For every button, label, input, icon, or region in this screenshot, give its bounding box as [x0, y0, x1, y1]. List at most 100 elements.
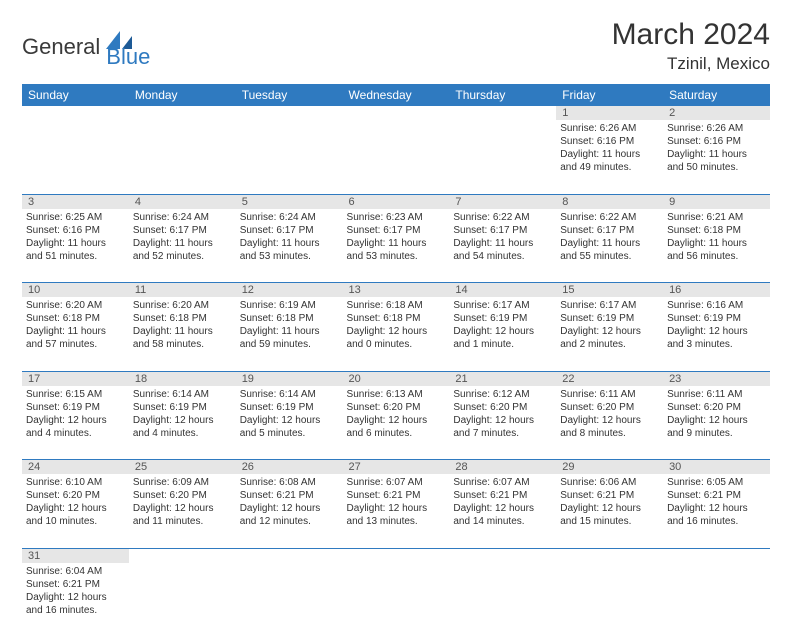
col-sunday: Sunday — [22, 84, 129, 106]
day-number-cell: 20 — [343, 371, 450, 386]
daylight-text: Daylight: 12 hours and 8 minutes. — [560, 414, 659, 440]
day-content: Sunrise: 6:24 AMSunset: 6:17 PMDaylight:… — [133, 211, 232, 263]
day-number-cell: 23 — [663, 371, 770, 386]
daylight-text: Daylight: 12 hours and 3 minutes. — [667, 325, 766, 351]
sunset-text: Sunset: 6:19 PM — [133, 401, 232, 414]
sunset-text: Sunset: 6:19 PM — [26, 401, 125, 414]
sunrise-text: Sunrise: 6:16 AM — [667, 299, 766, 312]
title-block: March 2024 Tzinil, Mexico — [612, 18, 770, 74]
daylight-text: Daylight: 12 hours and 1 minute. — [453, 325, 552, 351]
day-number-cell: 31 — [22, 548, 129, 563]
sunset-text: Sunset: 6:17 PM — [560, 224, 659, 237]
logo: General Blue — [22, 24, 150, 70]
day-content: Sunrise: 6:04 AMSunset: 6:21 PMDaylight:… — [26, 565, 125, 617]
day-cell — [236, 120, 343, 194]
sunrise-text: Sunrise: 6:08 AM — [240, 476, 339, 489]
daynum-row: 24252627282930 — [22, 460, 770, 475]
day-number-cell — [449, 548, 556, 563]
day-number-cell: 8 — [556, 194, 663, 209]
sunset-text: Sunset: 6:18 PM — [26, 312, 125, 325]
day-cell: Sunrise: 6:24 AMSunset: 6:17 PMDaylight:… — [129, 209, 236, 283]
sunset-text: Sunset: 6:17 PM — [133, 224, 232, 237]
sunrise-text: Sunrise: 6:07 AM — [453, 476, 552, 489]
day-cell: Sunrise: 6:22 AMSunset: 6:17 PMDaylight:… — [556, 209, 663, 283]
day-content: Sunrise: 6:20 AMSunset: 6:18 PMDaylight:… — [26, 299, 125, 351]
sunrise-text: Sunrise: 6:09 AM — [133, 476, 232, 489]
day-cell: Sunrise: 6:20 AMSunset: 6:18 PMDaylight:… — [129, 297, 236, 371]
daylight-text: Daylight: 11 hours and 53 minutes. — [347, 237, 446, 263]
sunrise-text: Sunrise: 6:14 AM — [133, 388, 232, 401]
day-cell — [343, 120, 450, 194]
day-number-cell: 14 — [449, 283, 556, 298]
day-number-cell: 26 — [236, 460, 343, 475]
day-number-cell: 6 — [343, 194, 450, 209]
daylight-text: Daylight: 11 hours and 58 minutes. — [133, 325, 232, 351]
week-row: Sunrise: 6:15 AMSunset: 6:19 PMDaylight:… — [22, 386, 770, 460]
day-number-cell: 3 — [22, 194, 129, 209]
day-content: Sunrise: 6:22 AMSunset: 6:17 PMDaylight:… — [453, 211, 552, 263]
sunrise-text: Sunrise: 6:10 AM — [26, 476, 125, 489]
daylight-text: Daylight: 11 hours and 56 minutes. — [667, 237, 766, 263]
day-cell — [663, 563, 770, 637]
sunset-text: Sunset: 6:19 PM — [667, 312, 766, 325]
sunrise-text: Sunrise: 6:22 AM — [560, 211, 659, 224]
week-row: Sunrise: 6:04 AMSunset: 6:21 PMDaylight:… — [22, 563, 770, 637]
sunset-text: Sunset: 6:19 PM — [240, 401, 339, 414]
day-cell: Sunrise: 6:13 AMSunset: 6:20 PMDaylight:… — [343, 386, 450, 460]
sunrise-text: Sunrise: 6:18 AM — [347, 299, 446, 312]
header-row: Sunday Monday Tuesday Wednesday Thursday… — [22, 84, 770, 106]
day-cell: Sunrise: 6:08 AMSunset: 6:21 PMDaylight:… — [236, 474, 343, 548]
day-content: Sunrise: 6:17 AMSunset: 6:19 PMDaylight:… — [453, 299, 552, 351]
sunrise-text: Sunrise: 6:19 AM — [240, 299, 339, 312]
sunrise-text: Sunrise: 6:24 AM — [133, 211, 232, 224]
day-number-cell: 24 — [22, 460, 129, 475]
day-number-cell: 17 — [22, 371, 129, 386]
day-cell: Sunrise: 6:07 AMSunset: 6:21 PMDaylight:… — [343, 474, 450, 548]
sunset-text: Sunset: 6:21 PM — [560, 489, 659, 502]
daynum-row: 31 — [22, 548, 770, 563]
day-cell: Sunrise: 6:07 AMSunset: 6:21 PMDaylight:… — [449, 474, 556, 548]
day-cell: Sunrise: 6:18 AMSunset: 6:18 PMDaylight:… — [343, 297, 450, 371]
sunset-text: Sunset: 6:16 PM — [26, 224, 125, 237]
daylight-text: Daylight: 11 hours and 50 minutes. — [667, 148, 766, 174]
day-content: Sunrise: 6:08 AMSunset: 6:21 PMDaylight:… — [240, 476, 339, 528]
sunset-text: Sunset: 6:20 PM — [560, 401, 659, 414]
day-cell: Sunrise: 6:25 AMSunset: 6:16 PMDaylight:… — [22, 209, 129, 283]
sunrise-text: Sunrise: 6:24 AM — [240, 211, 339, 224]
daynum-row: 10111213141516 — [22, 283, 770, 298]
sunset-text: Sunset: 6:16 PM — [560, 135, 659, 148]
day-cell: Sunrise: 6:26 AMSunset: 6:16 PMDaylight:… — [663, 120, 770, 194]
day-content: Sunrise: 6:07 AMSunset: 6:21 PMDaylight:… — [453, 476, 552, 528]
sunrise-text: Sunrise: 6:20 AM — [26, 299, 125, 312]
daylight-text: Daylight: 12 hours and 16 minutes. — [26, 591, 125, 617]
sunset-text: Sunset: 6:18 PM — [240, 312, 339, 325]
sunset-text: Sunset: 6:18 PM — [133, 312, 232, 325]
day-number-cell — [22, 106, 129, 120]
day-content: Sunrise: 6:10 AMSunset: 6:20 PMDaylight:… — [26, 476, 125, 528]
day-number-cell — [663, 548, 770, 563]
sunrise-text: Sunrise: 6:11 AM — [667, 388, 766, 401]
sunset-text: Sunset: 6:20 PM — [453, 401, 552, 414]
day-cell: Sunrise: 6:16 AMSunset: 6:19 PMDaylight:… — [663, 297, 770, 371]
daylight-text: Daylight: 12 hours and 13 minutes. — [347, 502, 446, 528]
daylight-text: Daylight: 11 hours and 54 minutes. — [453, 237, 552, 263]
day-content: Sunrise: 6:26 AMSunset: 6:16 PMDaylight:… — [667, 122, 766, 174]
day-cell: Sunrise: 6:23 AMSunset: 6:17 PMDaylight:… — [343, 209, 450, 283]
col-monday: Monday — [129, 84, 236, 106]
daylight-text: Daylight: 12 hours and 10 minutes. — [26, 502, 125, 528]
day-cell: Sunrise: 6:11 AMSunset: 6:20 PMDaylight:… — [663, 386, 770, 460]
daylight-text: Daylight: 11 hours and 59 minutes. — [240, 325, 339, 351]
day-cell: Sunrise: 6:06 AMSunset: 6:21 PMDaylight:… — [556, 474, 663, 548]
day-cell — [129, 563, 236, 637]
day-content: Sunrise: 6:15 AMSunset: 6:19 PMDaylight:… — [26, 388, 125, 440]
sunrise-text: Sunrise: 6:23 AM — [347, 211, 446, 224]
day-number-cell: 13 — [343, 283, 450, 298]
day-cell — [22, 120, 129, 194]
sunrise-text: Sunrise: 6:17 AM — [453, 299, 552, 312]
header: General Blue March 2024 Tzinil, Mexico — [22, 18, 770, 74]
day-number-cell: 29 — [556, 460, 663, 475]
day-number-cell: 19 — [236, 371, 343, 386]
day-content: Sunrise: 6:25 AMSunset: 6:16 PMDaylight:… — [26, 211, 125, 263]
day-number-cell: 5 — [236, 194, 343, 209]
day-content: Sunrise: 6:12 AMSunset: 6:20 PMDaylight:… — [453, 388, 552, 440]
